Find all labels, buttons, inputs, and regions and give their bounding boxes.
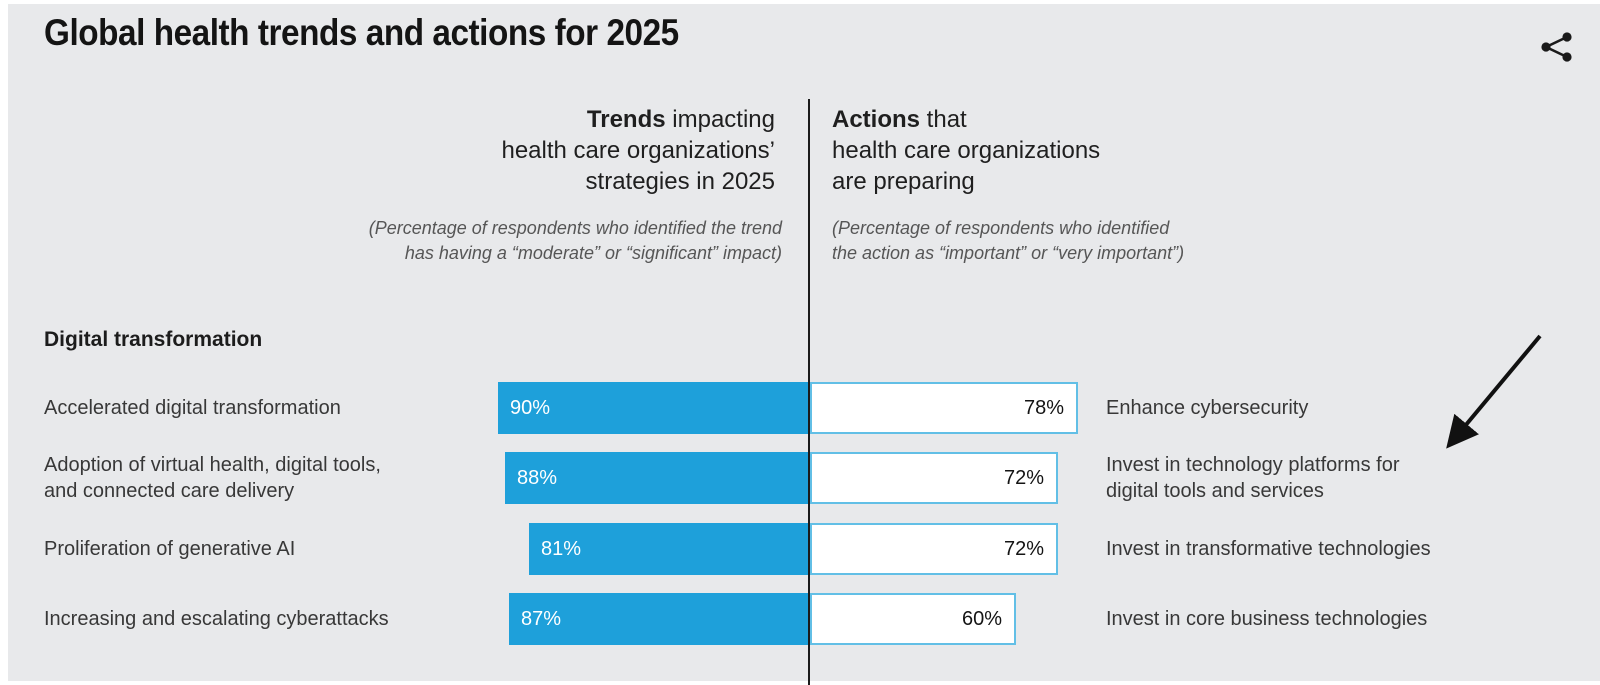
trend-value: 88%: [517, 466, 558, 489]
actions-heading-line3: are preparing: [832, 168, 975, 195]
action-value: 72%: [1003, 537, 1044, 560]
trends-heading-line2: health care organizations’: [501, 137, 775, 164]
trend-label: Accelerated digital transformation: [44, 397, 341, 419]
action-label: Invest in transformative technologies: [1106, 538, 1431, 560]
chart-row: Accelerated digital transformation 90% 7…: [8, 382, 1600, 434]
trend-value: 87%: [521, 607, 562, 630]
chart-card: Global health trends and actions for 202…: [8, 4, 1600, 685]
trends-column-subtitle: (Percentage of respondents who identifie…: [369, 216, 782, 266]
action-value: 78%: [1023, 396, 1064, 419]
chart-row: Proliferation of generative AI 81% 72% I…: [8, 523, 1600, 575]
center-divider-line: [808, 99, 810, 685]
actions-subtitle-line2: the action as “important” or “very impor…: [832, 243, 1185, 263]
chart-row: Increasing and escalating cyberattacks 8…: [8, 593, 1600, 645]
action-bar: 78%: [810, 382, 1078, 434]
trends-heading-line3: strategies in 2025: [585, 168, 775, 195]
action-value: 60%: [961, 607, 1002, 630]
annotation-arrow-icon: [1446, 334, 1542, 449]
trend-label: Adoption of virtual health, digital tool…: [44, 454, 381, 502]
trend-label: Proliferation of generative AI: [44, 538, 296, 560]
trend-bar: 87%: [509, 593, 808, 645]
trend-value: 90%: [510, 396, 551, 419]
action-label: Enhance cybersecurity: [1106, 397, 1309, 419]
trend-bar: 81%: [529, 523, 808, 575]
action-label: Invest in core business technologies: [1106, 608, 1428, 630]
trends-column-heading: Trends impacting health care organizatio…: [501, 104, 775, 197]
trends-heading-bold: Trends: [586, 106, 666, 133]
actions-column-heading: Actions that health care organizations a…: [832, 104, 1100, 197]
action-bar: 72%: [810, 523, 1058, 575]
actions-subtitle-line1: (Percentage of respondents who identifie…: [832, 218, 1170, 238]
actions-heading-line2: health care organizations: [832, 137, 1101, 164]
trend-bar: 88%: [505, 452, 808, 504]
share-icon[interactable]: [1537, 26, 1577, 66]
actions-heading-rest: that: [920, 106, 967, 133]
action-label: Invest in technology platforms for digita…: [1106, 454, 1400, 502]
chart-row: Adoption of virtual health, digital tool…: [8, 452, 1600, 504]
trend-value: 81%: [541, 537, 582, 560]
actions-column-subtitle: (Percentage of respondents who identifie…: [832, 216, 1184, 266]
action-bar: 72%: [810, 452, 1058, 504]
trends-subtitle-line2: has having a “moderate” or “significant”…: [404, 243, 782, 263]
trends-heading-rest: impacting: [665, 106, 775, 133]
actions-heading-bold: Actions: [832, 106, 921, 133]
trend-bar: 90%: [498, 382, 808, 434]
section-heading: Digital transformation: [44, 328, 263, 351]
trends-subtitle-line1: (Percentage of respondents who identifie…: [368, 218, 782, 238]
action-value: 72%: [1003, 466, 1044, 489]
page-title: Global health trends and actions for 202…: [44, 12, 679, 53]
trend-label: Increasing and escalating cyberattacks: [44, 608, 389, 630]
action-bar: 60%: [810, 593, 1016, 645]
